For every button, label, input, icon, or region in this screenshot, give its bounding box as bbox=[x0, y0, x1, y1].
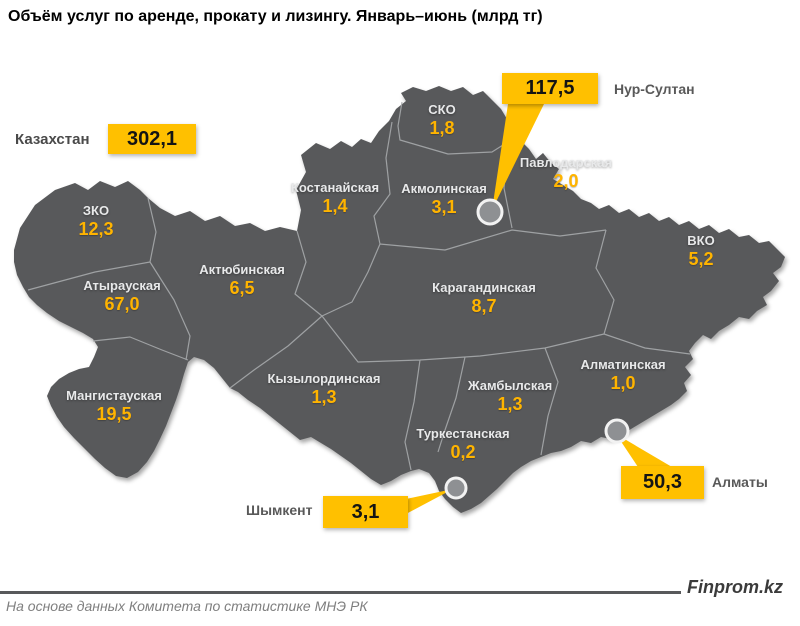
source-note: На основе данных Комитета по статистике … bbox=[6, 598, 368, 614]
callout-pointer-nur-sultan bbox=[492, 104, 544, 210]
city-marker-nur-sultan bbox=[476, 198, 504, 226]
country-total-value-box: 302,1 bbox=[108, 124, 196, 154]
city-callout-shymkent-value: 3,1 bbox=[323, 496, 408, 528]
city-marker-almaty bbox=[604, 418, 630, 444]
city-callout-almaty-value: 50,3 bbox=[621, 466, 704, 499]
country-silhouette bbox=[14, 86, 785, 513]
city-label-nur-sultan: Нур-Султан bbox=[614, 81, 695, 97]
page-title: Объём услуг по аренде, прокату и лизингу… bbox=[8, 8, 543, 25]
callout-pointer-almaty bbox=[616, 434, 672, 467]
brand-logo: Finprom.kz bbox=[687, 577, 784, 597]
city-callout-nur-sultan-value: 117,5 bbox=[502, 73, 598, 104]
callout-pointer-shymkent bbox=[406, 489, 453, 514]
city-label-shymkent: Шымкент bbox=[246, 502, 313, 518]
city-label-almaty: Алматы bbox=[712, 474, 768, 490]
city-marker-shymkent bbox=[444, 476, 468, 500]
country-total-label: Казахстан bbox=[15, 131, 90, 148]
region-borders bbox=[27, 101, 691, 471]
footer-divider bbox=[0, 591, 681, 594]
